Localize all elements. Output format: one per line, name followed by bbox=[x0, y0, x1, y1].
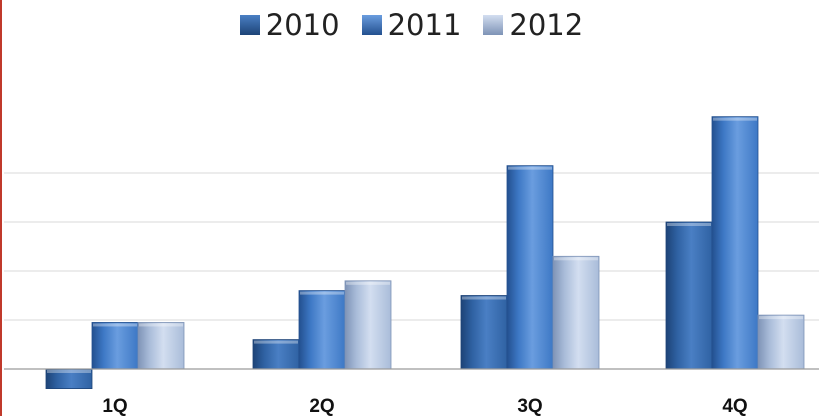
legend-label-2011: 2011 bbox=[387, 8, 462, 42]
legend-item-2012: 2012 bbox=[483, 8, 583, 42]
x-tick-labels: 1Q 2Q 3Q 4Q bbox=[102, 396, 747, 416]
legend-label-2012: 2012 bbox=[509, 8, 584, 42]
bar-bevel bbox=[139, 323, 183, 327]
bar-bevel bbox=[93, 323, 137, 327]
bar-2011-1Q bbox=[91, 322, 139, 370]
bar-bevel bbox=[346, 281, 390, 285]
legend-swatch-2011 bbox=[361, 15, 382, 35]
bar-2010-3Q bbox=[460, 295, 508, 370]
x-tick-label: 2Q bbox=[309, 396, 334, 416]
bar-2011-4Q bbox=[711, 116, 759, 370]
bar-bevel bbox=[254, 340, 298, 344]
chart-legend: 2010 2011 2012 bbox=[2, 8, 819, 42]
bars bbox=[45, 116, 805, 390]
bar-bevel bbox=[713, 117, 757, 121]
bar-bevel bbox=[47, 370, 91, 373]
bar-bevel bbox=[667, 223, 711, 226]
legend-swatch-2012 bbox=[483, 15, 504, 35]
bar-2011-3Q bbox=[506, 165, 554, 370]
x-tick-label: 1Q bbox=[102, 396, 127, 416]
legend-label-2010: 2010 bbox=[265, 8, 340, 42]
bar-bevel bbox=[759, 316, 803, 320]
bar-2010-4Q bbox=[665, 221, 713, 370]
bar-2010-2Q bbox=[252, 339, 300, 370]
legend-item-2010: 2010 bbox=[239, 8, 340, 42]
bar-2012-3Q bbox=[552, 255, 600, 370]
bar-bevel bbox=[300, 291, 344, 295]
bar-2012-2Q bbox=[344, 280, 392, 370]
x-tick-label: 3Q bbox=[517, 396, 542, 416]
bar-bevel bbox=[508, 166, 552, 170]
bar-bevel bbox=[554, 257, 598, 261]
bar-2011-2Q bbox=[298, 290, 346, 370]
x-tick-label: 4Q bbox=[722, 396, 747, 416]
bar-2012-4Q bbox=[757, 314, 805, 370]
legend-item-2011: 2011 bbox=[361, 8, 462, 42]
bar-bevel bbox=[462, 296, 506, 300]
bar-2012-1Q bbox=[137, 322, 185, 370]
legend-swatch-2010 bbox=[239, 15, 260, 35]
